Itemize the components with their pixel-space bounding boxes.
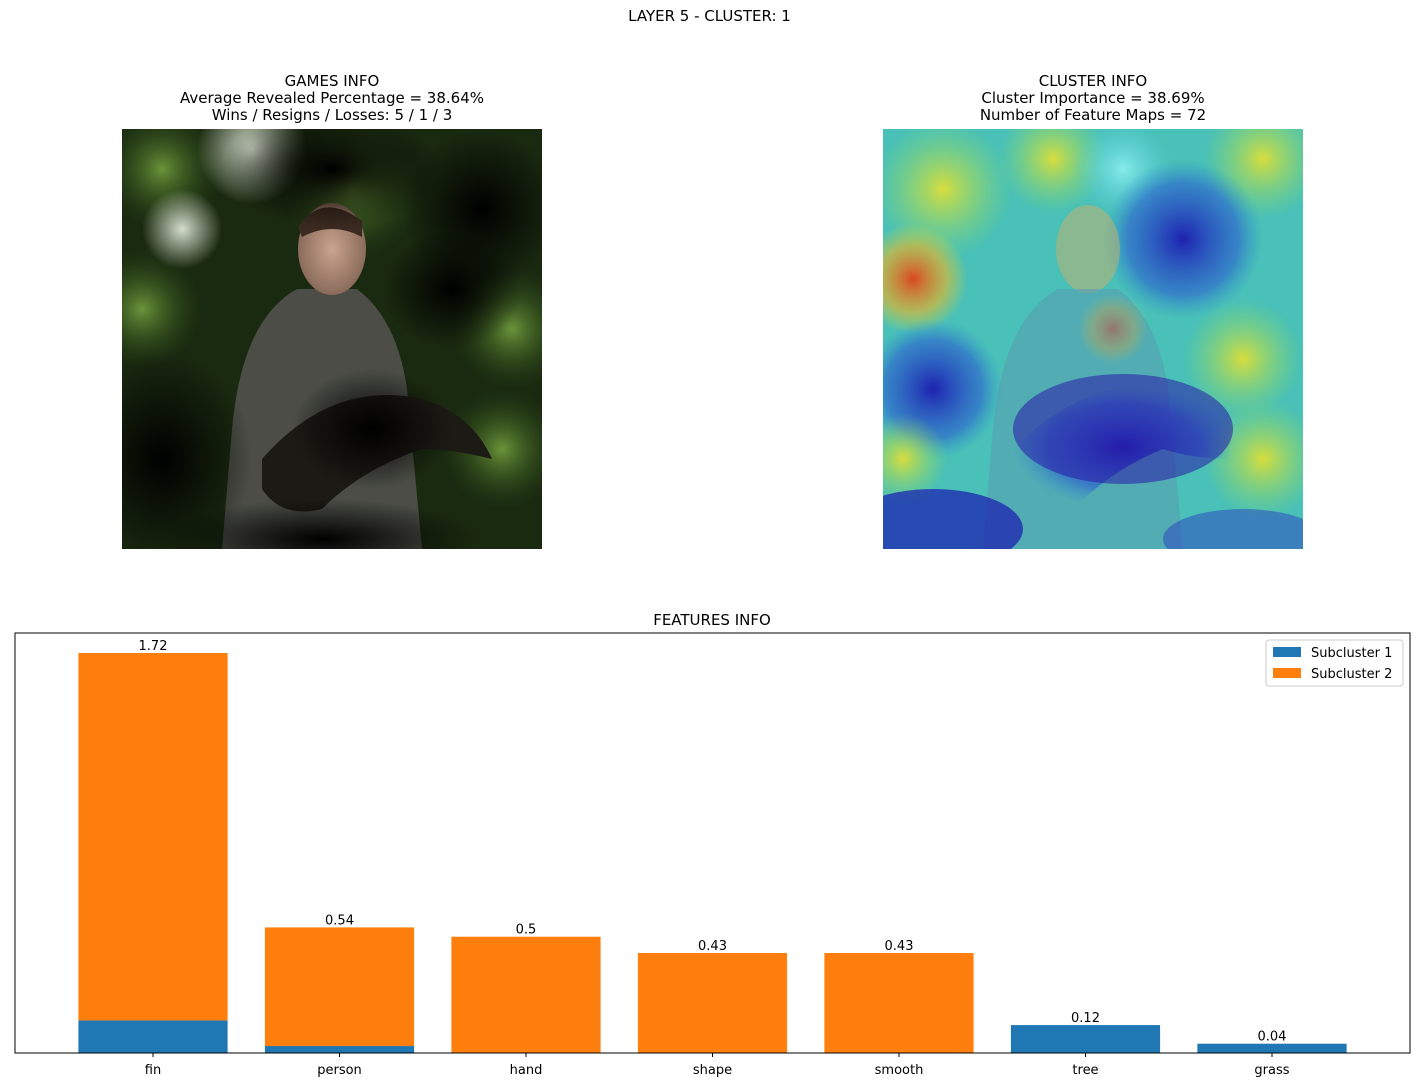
chart-legend: Subcluster 1 Subcluster 2 [1265, 639, 1404, 687]
x-tick-label-hand: hand [510, 1063, 543, 1078]
bar-person-subcluster-1 [264, 1046, 415, 1053]
bar-hand-subcluster-2 [451, 936, 601, 1053]
legend-swatch-subcluster-1 [1273, 647, 1301, 657]
x-tick-label-smooth: smooth [875, 1063, 924, 1078]
cluster-info-feature-map-count: Number of Feature Maps = 72 [979, 106, 1207, 124]
bar-total-label-smooth: 0.43 [885, 939, 914, 954]
bar-total-label-grass: 0.04 [1258, 1030, 1287, 1045]
legend-swatch-subcluster-2 [1273, 668, 1301, 678]
cluster-info-title: CLUSTER INFO [1038, 72, 1148, 90]
bar-total-label-tree: 0.12 [1071, 1011, 1100, 1026]
x-tick-label-tree: tree [1072, 1063, 1098, 1078]
bar-grass-subcluster-1 [1197, 1043, 1347, 1053]
chart-title: FEATURES INFO [653, 611, 771, 629]
revealed-photo-image [122, 129, 542, 549]
bar-total-label-hand: 0.5 [516, 923, 537, 938]
x-tick-label-grass: grass [1254, 1063, 1289, 1078]
bar-total-label-shape: 0.43 [698, 939, 727, 954]
games-info-title-block: GAMES INFO Average Revealed Percentage =… [82, 73, 582, 124]
figure-suptitle: LAYER 5 - CLUSTER: 1 [628, 7, 791, 25]
bar-smooth-subcluster-2 [824, 953, 974, 1053]
bar-total-label-fin: 1.72 [139, 639, 168, 654]
bar-tree-subcluster-1 [1010, 1025, 1161, 1053]
bar-fin-subcluster-1 [78, 1020, 228, 1053]
bars-layer: 1.72 0.54 0.5 0.43 0.43 0.12 0.04 [78, 639, 1347, 1053]
games-info-title: GAMES INFO [284, 72, 380, 90]
cluster-info-importance: Cluster Importance = 38.69% [981, 89, 1205, 107]
games-info-game-results: Wins / Resigns / Losses: 5 / 1 / 3 [211, 106, 453, 124]
bar-shape-subcluster-2 [637, 953, 788, 1053]
bar-total-label-person: 0.54 [325, 913, 354, 928]
cluster-heatmap-image [883, 129, 1303, 549]
bar-person-subcluster-2 [264, 927, 415, 1047]
x-tick-label-person: person [317, 1063, 362, 1078]
x-tick-label-fin: fin [145, 1063, 161, 1078]
x-tick-label-shape: shape [693, 1063, 732, 1078]
cluster-info-title-block: CLUSTER INFO Cluster Importance = 38.69%… [843, 73, 1343, 124]
bar-fin-subcluster-2 [78, 653, 228, 1021]
legend-label-subcluster-2: Subcluster 2 [1311, 667, 1392, 682]
games-info-revealed-percentage: Average Revealed Percentage = 38.64% [179, 89, 484, 107]
legend-label-subcluster-1: Subcluster 1 [1311, 646, 1392, 661]
x-axis-ticks: fin person hand shape smooth tree grass [145, 1053, 1290, 1078]
